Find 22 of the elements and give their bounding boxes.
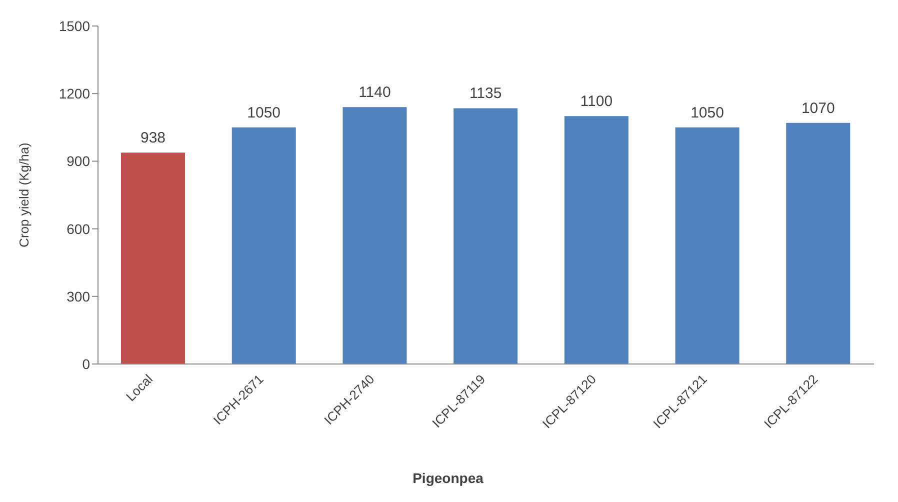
y-tick-label: 1500: [58, 18, 90, 34]
bar: [342, 107, 407, 364]
y-tick-label: 1200: [58, 86, 90, 102]
bar: [121, 152, 185, 364]
bar: [564, 116, 628, 364]
y-tick-label: 300: [66, 288, 90, 304]
data-label: 1050: [690, 104, 724, 122]
data-label: 1135: [469, 85, 502, 102]
bar: [232, 127, 296, 364]
y-tick-label: 600: [66, 220, 90, 237]
x-axis-title: Pigeonpea: [412, 470, 484, 486]
y-tick-label: 0: [82, 356, 90, 372]
y-tick-label: 900: [66, 153, 90, 170]
bar: [786, 122, 850, 364]
data-label: 1050: [247, 104, 281, 122]
bar: [454, 108, 518, 364]
bar: [675, 127, 740, 364]
data-label: 938: [140, 130, 166, 147]
data-label: 1070: [801, 100, 835, 117]
data-label: 1100: [580, 93, 613, 110]
data-label: 1140: [358, 84, 391, 102]
y-axis-title: Crop yield (Kg/ha): [16, 142, 32, 248]
